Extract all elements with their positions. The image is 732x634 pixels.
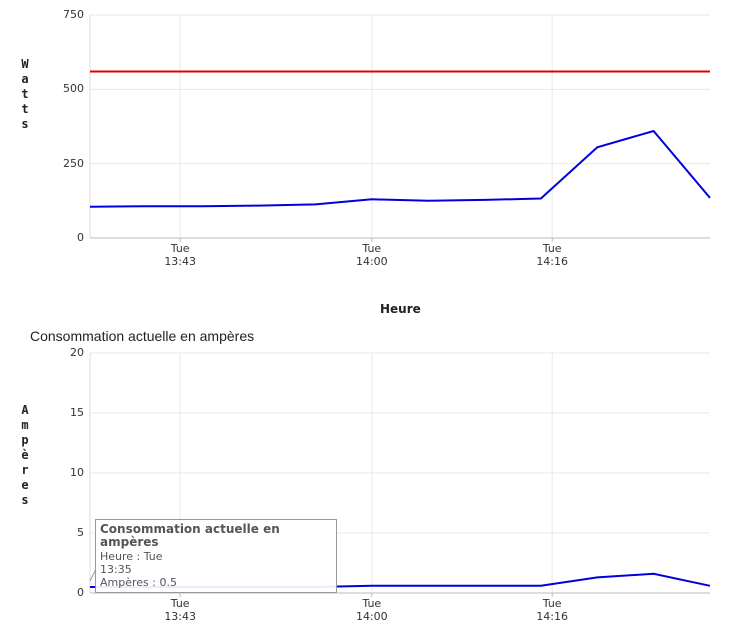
y-axis-label: Watts xyxy=(18,56,32,132)
y-tick-label: 15 xyxy=(70,406,84,419)
y-tick-label: 250 xyxy=(63,156,84,170)
y-axis-label: Ampères xyxy=(18,403,32,508)
y-tick-label: 500 xyxy=(63,82,84,96)
y-tick-label: 0 xyxy=(77,231,84,244)
data-line xyxy=(89,129,711,208)
tooltip-line: Heure : Tue xyxy=(100,550,163,563)
tooltip-title: Consommation actuelle en ampères xyxy=(100,522,280,549)
y-tick-label: 5 xyxy=(77,526,84,539)
tooltip: Consommation actuelle en ampères Heure : … xyxy=(95,519,337,593)
x-tick-label: Tue 14:16 xyxy=(536,242,569,268)
x-axis-label: Heure xyxy=(380,302,421,316)
y-tick-label: 0 xyxy=(77,586,84,599)
x-tick-label: Tue 14:00 xyxy=(355,597,388,623)
tooltip-line: Ampères : 0.5 xyxy=(100,576,177,589)
y-tick-label: 10 xyxy=(70,466,84,479)
tooltip-line: 13:35 xyxy=(100,563,132,576)
x-tick-label: Tue 14:16 xyxy=(536,597,569,623)
x-tick-label: Tue 14:00 xyxy=(355,242,388,268)
x-tick-label: Tue 13:43 xyxy=(164,242,197,268)
y-tick-label: 20 xyxy=(70,346,84,359)
y-tick-label: 750 xyxy=(63,8,84,21)
x-tick-label: Tue 13:43 xyxy=(164,597,197,623)
chart-title: Consommation actuelle en ampères xyxy=(30,328,255,344)
